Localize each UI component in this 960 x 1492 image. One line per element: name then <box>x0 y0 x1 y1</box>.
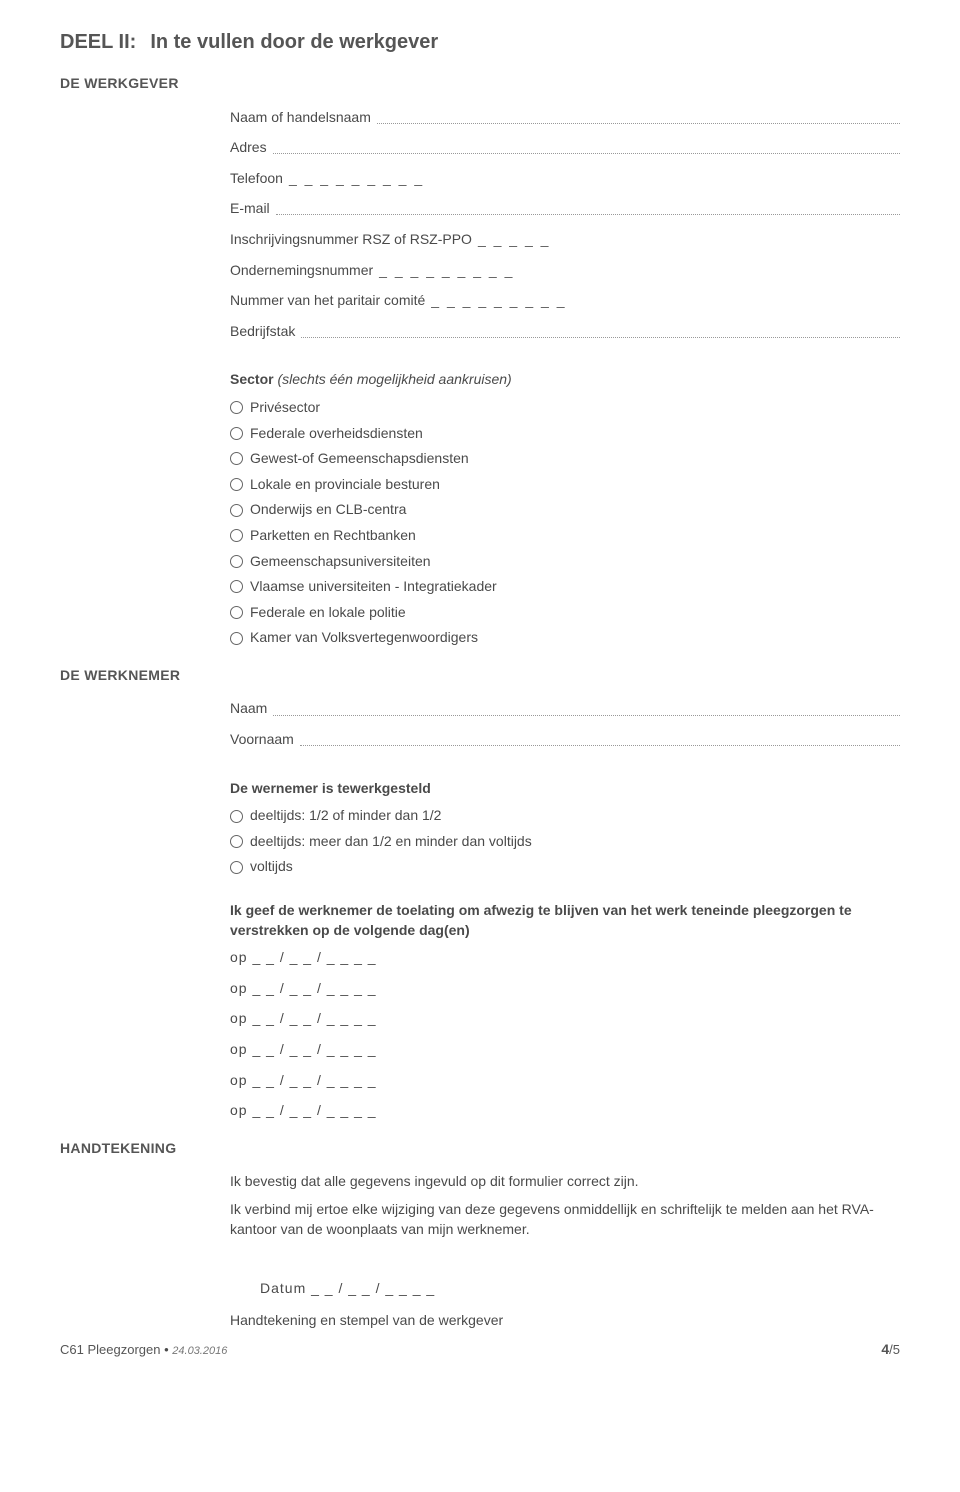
radio-icon[interactable] <box>230 504 243 517</box>
field-paritair: Nummer van het paritair comité _ _ _ _ _… <box>230 291 900 311</box>
adres-input-line[interactable] <box>273 142 900 155</box>
date-line[interactable]: op _ _ / _ _ / _ _ _ _ <box>230 1009 900 1029</box>
sector-hint: (slechts één mogelijkheid aankruisen) <box>277 371 511 387</box>
sector-option[interactable]: Onderwijs en CLB-centra <box>230 500 900 520</box>
sector-option-label: Privésector <box>250 398 320 418</box>
radio-icon[interactable] <box>230 632 243 645</box>
sector-option[interactable]: Privésector <box>230 398 900 418</box>
field-bedrijfstak: Bedrijfstak <box>230 322 900 342</box>
radio-icon[interactable] <box>230 401 243 414</box>
section-handtekening-label: HANDTEKENING <box>60 1139 900 1159</box>
sector-option-label: Federale en lokale politie <box>250 603 406 623</box>
sector-option-label: Gewest-of Gemeenschapsdiensten <box>250 449 469 469</box>
radio-icon[interactable] <box>230 427 243 440</box>
radio-icon[interactable] <box>230 555 243 568</box>
werknemer-voornaam-label: Voornaam <box>230 730 294 750</box>
field-rsz: Inschrijvingsnummer RSZ of RSZ-PPO _ _ _… <box>230 230 900 250</box>
tewerk-option-label: deeltijds: meer dan 1/2 en minder dan vo… <box>250 832 532 852</box>
paritair-label: Nummer van het paritair comité <box>230 291 425 311</box>
tewerk-option[interactable]: deeltijds: 1/2 of minder dan 1/2 <box>230 806 900 826</box>
sector-option[interactable]: Gewest-of Gemeenschapsdiensten <box>230 449 900 469</box>
tewerk-option[interactable]: deeltijds: meer dan 1/2 en minder dan vo… <box>230 832 900 852</box>
sector-option[interactable]: Lokale en provinciale besturen <box>230 475 900 495</box>
ondernemingsnummer-label: Ondernemingsnummer <box>230 261 373 281</box>
sector-title: Sector <box>230 371 274 387</box>
naam-label: Naam of handelsnaam <box>230 108 371 128</box>
tewerk-option-label: deeltijds: 1/2 of minder dan 1/2 <box>250 806 441 826</box>
werknemer-naam-input-line[interactable] <box>273 703 900 716</box>
adres-label: Adres <box>230 138 267 158</box>
date-line[interactable]: op _ _ / _ _ / _ _ _ _ <box>230 979 900 999</box>
date-line[interactable]: op _ _ / _ _ / _ _ _ _ <box>230 1101 900 1121</box>
sector-option[interactable]: Vlaamse universiteiten - Integratiekader <box>230 577 900 597</box>
tewerk-option-label: voltijds <box>250 857 293 877</box>
datum-line[interactable]: Datum _ _ / _ _ / _ _ _ _ <box>260 1279 900 1299</box>
page-current: 4 <box>881 1341 889 1357</box>
signature-label: Handtekening en stempel van de werkgever <box>230 1311 900 1331</box>
sector-heading: Sector (slechts één mogelijkheid aankrui… <box>230 370 900 390</box>
radio-icon[interactable] <box>230 606 243 619</box>
date-line[interactable]: op _ _ / _ _ / _ _ _ _ <box>230 1071 900 1091</box>
sector-option-label: Kamer van Volksvertegenwoordigers <box>250 628 478 648</box>
telefoon-blanks[interactable]: _ _ _ _ _ _ _ _ _ <box>289 169 424 189</box>
radio-icon[interactable] <box>230 452 243 465</box>
sector-option-label: Parketten en Rechtbanken <box>250 526 416 546</box>
field-ondernemingsnummer: Ondernemingsnummer _ _ _ _ _ _ _ _ _ <box>230 261 900 281</box>
rsz-blanks[interactable]: _ _ _ _ _ <box>478 230 551 250</box>
naam-input-line[interactable] <box>377 111 900 124</box>
email-input-line[interactable] <box>276 203 900 216</box>
date-line[interactable]: op _ _ / _ _ / _ _ _ _ <box>230 948 900 968</box>
field-email: E-mail <box>230 199 900 219</box>
sector-option-label: Onderwijs en CLB-centra <box>250 500 406 520</box>
tewerk-option[interactable]: voltijds <box>230 857 900 877</box>
bedrijfstak-input-line[interactable] <box>301 325 900 338</box>
field-telefoon: Telefoon _ _ _ _ _ _ _ _ _ <box>230 169 900 189</box>
doc-date: 24.03.2016 <box>172 1345 227 1357</box>
page-number: 4/5 <box>881 1340 900 1360</box>
radio-icon[interactable] <box>230 580 243 593</box>
tewerkgesteld-title: De wernemer is tewerkgesteld <box>230 779 900 799</box>
radio-icon[interactable] <box>230 861 243 874</box>
ondernemingsnummer-blanks[interactable]: _ _ _ _ _ _ _ _ _ <box>379 261 514 281</box>
field-adres: Adres <box>230 138 900 158</box>
bedrijfstak-label: Bedrijfstak <box>230 322 295 342</box>
doc-id: C61 Pleegzorgen <box>60 1342 160 1357</box>
section-werknemer-label: DE WERKNEMER <box>60 666 900 686</box>
sector-option[interactable]: Gemeenschapsuniversiteiten <box>230 552 900 572</box>
confirm-text: Ik bevestig dat alle gegevens ingevuld o… <box>230 1172 900 1192</box>
radio-icon[interactable] <box>230 529 243 542</box>
sector-option[interactable]: Kamer van Volksvertegenwoordigers <box>230 628 900 648</box>
field-werknemer-naam: Naam <box>230 699 900 719</box>
section-werkgever-label: DE WERKGEVER <box>60 74 900 94</box>
page-total: /5 <box>889 1342 900 1357</box>
sector-option-label: Vlaamse universiteiten - Integratiekader <box>250 577 497 597</box>
sector-option-label: Federale overheidsdiensten <box>250 424 423 444</box>
radio-icon[interactable] <box>230 810 243 823</box>
sector-option[interactable]: Federale en lokale politie <box>230 603 900 623</box>
sector-option[interactable]: Parketten en Rechtbanken <box>230 526 900 546</box>
field-werknemer-voornaam: Voornaam <box>230 730 900 750</box>
sector-option[interactable]: Federale overheidsdiensten <box>230 424 900 444</box>
declare-text: Ik verbind mij ertoe elke wijziging van … <box>230 1200 900 1239</box>
doc-id-block: C61 Pleegzorgen • 24.03.2016 <box>60 1341 227 1359</box>
toelating-title: Ik geef de werknemer de toelating om afw… <box>230 901 900 940</box>
radio-icon[interactable] <box>230 835 243 848</box>
field-naam: Naam of handelsnaam <box>230 108 900 128</box>
werknemer-voornaam-input-line[interactable] <box>300 734 900 747</box>
werknemer-naam-label: Naam <box>230 699 267 719</box>
rsz-label: Inschrijvingsnummer RSZ of RSZ-PPO <box>230 230 472 250</box>
paritair-blanks[interactable]: _ _ _ _ _ _ _ _ _ <box>431 291 566 311</box>
deel-title: In te vullen door de werkgever <box>150 28 438 56</box>
sector-option-label: Lokale en provinciale besturen <box>250 475 440 495</box>
deel-label: DEEL II: <box>60 28 136 56</box>
telefoon-label: Telefoon <box>230 169 283 189</box>
sector-option-label: Gemeenschapsuniversiteiten <box>250 552 431 572</box>
radio-icon[interactable] <box>230 478 243 491</box>
email-label: E-mail <box>230 199 270 219</box>
doc-dot: • <box>164 1342 169 1357</box>
date-line[interactable]: op _ _ / _ _ / _ _ _ _ <box>230 1040 900 1060</box>
